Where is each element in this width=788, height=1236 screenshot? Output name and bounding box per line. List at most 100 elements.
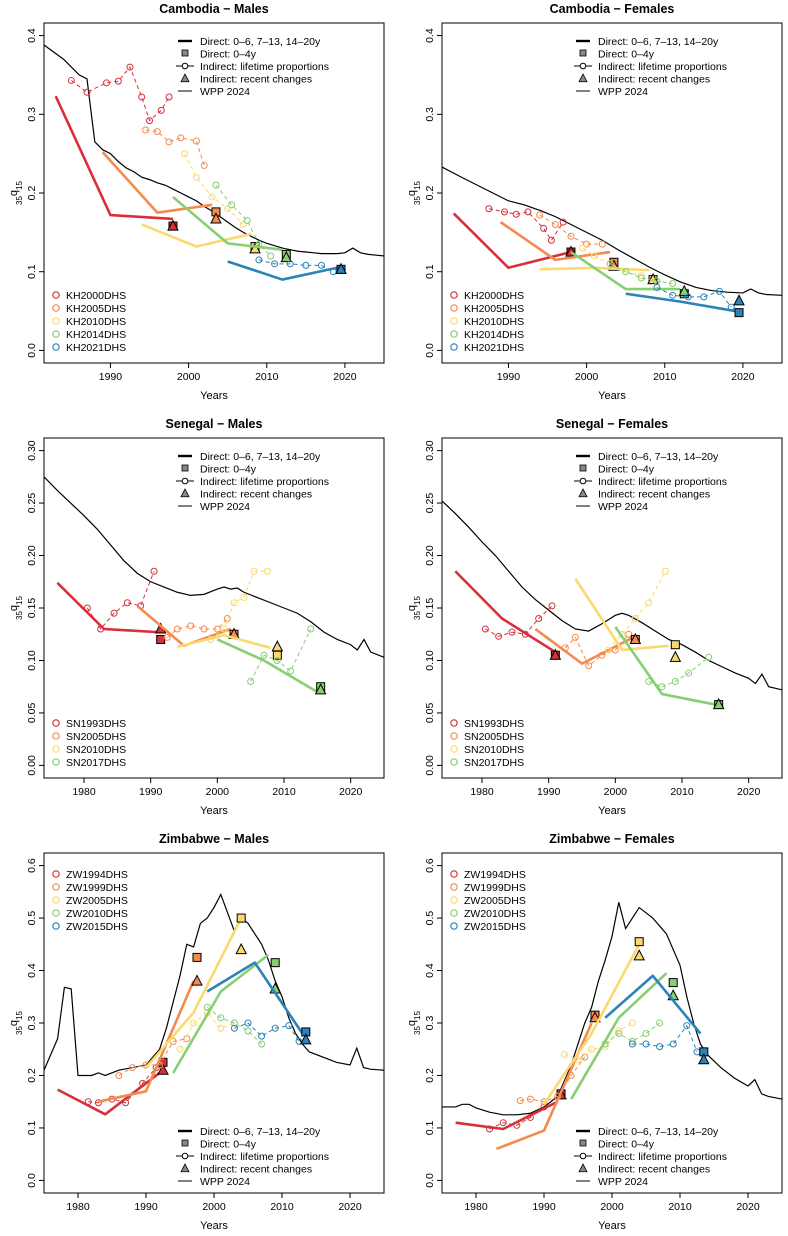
lifetime-point bbox=[585, 662, 593, 670]
lifetime-line bbox=[608, 571, 666, 651]
series-SN2017DHS bbox=[614, 626, 725, 710]
method-legend-label: Indirect: recent changes bbox=[598, 1164, 710, 1176]
plot-frame bbox=[441, 437, 783, 779]
lifetime-point bbox=[551, 220, 559, 228]
x-tick-label: 2010 bbox=[653, 371, 677, 383]
survey-legend-key bbox=[450, 896, 458, 904]
lifetime-point bbox=[190, 1019, 198, 1027]
y-axis-label: 35q15 bbox=[8, 1010, 24, 1034]
survey-legend-key bbox=[52, 758, 60, 766]
panel-title: Senegal − Males bbox=[166, 417, 263, 431]
plot-frame bbox=[441, 852, 783, 1194]
lifetime-point bbox=[495, 632, 503, 640]
lifetime-line bbox=[564, 633, 630, 667]
y-tick-label: 0.3 bbox=[26, 1016, 38, 1031]
survey-legend-label: KH2000DHS bbox=[66, 290, 126, 302]
recent-triangle bbox=[633, 949, 646, 961]
recent-triangle bbox=[712, 697, 725, 710]
lifetime-point bbox=[142, 126, 150, 134]
legend-key-square bbox=[181, 49, 189, 57]
panel-title: Cambodia − Females bbox=[550, 2, 675, 16]
method-legend-label: Indirect: lifetime proportions bbox=[598, 61, 727, 73]
lifetime-point bbox=[217, 1024, 225, 1032]
lifetime-point bbox=[267, 252, 275, 260]
survey-legend-label: KH2000DHS bbox=[464, 290, 524, 302]
lifetime-point bbox=[176, 1045, 184, 1053]
lifetime-line bbox=[86, 571, 155, 630]
y-tick-label: 0.2 bbox=[26, 186, 38, 201]
recent-triangle bbox=[697, 1053, 710, 1065]
lifetime-point bbox=[536, 211, 544, 219]
x-tick-label: 2000 bbox=[604, 786, 628, 798]
lifetime-point bbox=[700, 293, 708, 301]
method-legend-label: WPP 2024 bbox=[200, 1176, 250, 1188]
lifetime-point bbox=[83, 88, 91, 96]
y-tick-label: 0.20 bbox=[26, 545, 38, 566]
series-ZW2010DHS bbox=[172, 953, 282, 1074]
survey-legend-key bbox=[52, 745, 60, 753]
y-tick-label: 0.1 bbox=[26, 1120, 38, 1135]
lifetime-point bbox=[671, 677, 679, 685]
lifetime-point bbox=[628, 1040, 636, 1048]
panel-3: Senegal − Males 1980 1990 2000 2010 2020 0.00 0… bbox=[8, 417, 385, 817]
series-ZW2010DHS bbox=[570, 972, 680, 1100]
y-tick-label: 0.0 bbox=[424, 1173, 436, 1188]
y-tick-label: 0.1 bbox=[424, 264, 436, 279]
survey-legend-label: ZW2005DHS bbox=[464, 895, 526, 907]
y-tick-label: 0.2 bbox=[424, 1068, 436, 1083]
survey-legend-key bbox=[52, 291, 60, 299]
y-tick-label: 0.0 bbox=[26, 1173, 38, 1188]
legend-key-circle bbox=[579, 477, 587, 485]
y-tick-label: 0.1 bbox=[424, 1120, 436, 1135]
method-legend-label: Direct: 0–4y bbox=[598, 49, 655, 61]
x-tick-label: 2020 bbox=[737, 786, 761, 798]
lifetime-point bbox=[653, 283, 661, 291]
direct-line bbox=[141, 223, 252, 248]
lifetime-point bbox=[220, 625, 228, 633]
lifetime-line bbox=[210, 570, 268, 640]
direct04-square bbox=[670, 640, 680, 650]
lifetime-point bbox=[208, 193, 216, 201]
lifetime-point bbox=[213, 625, 221, 633]
survey-legend-label: SN2010DHS bbox=[464, 744, 524, 756]
survey-legend-key bbox=[52, 896, 60, 904]
lifetime-point bbox=[244, 1027, 252, 1035]
lifetime-line bbox=[167, 618, 228, 638]
y-tick-label: 0.0 bbox=[26, 343, 38, 358]
recent-triangle bbox=[314, 683, 327, 695]
y-tick-label: 0.4 bbox=[424, 28, 436, 43]
lifetime-line bbox=[632, 1024, 698, 1053]
recent-triangle bbox=[549, 648, 562, 660]
plot-frame bbox=[43, 437, 385, 779]
y-tick-label: 0.20 bbox=[424, 545, 436, 566]
lifetime-point bbox=[642, 1029, 650, 1037]
lifetime-point bbox=[258, 1040, 266, 1048]
survey-legend-label: ZW2005DHS bbox=[66, 895, 128, 907]
legend-key-square bbox=[579, 464, 587, 472]
direct-line bbox=[614, 626, 716, 706]
lifetime-point bbox=[645, 599, 653, 607]
series-KH2010DHS bbox=[539, 244, 659, 285]
survey-legend-key bbox=[450, 291, 458, 299]
y-tick-label: 0.1 bbox=[26, 264, 38, 279]
recent-triangle bbox=[191, 974, 203, 986]
lifetime-point bbox=[705, 653, 713, 661]
lifetime-point bbox=[588, 1045, 596, 1053]
survey-legend-key bbox=[450, 758, 458, 766]
lifetime-point bbox=[567, 232, 575, 240]
survey-legend-label: ZW1994DHS bbox=[66, 869, 128, 881]
direct-line bbox=[57, 1071, 161, 1116]
method-legend-label: Indirect: lifetime proportions bbox=[200, 61, 329, 73]
series-KH2005DHS bbox=[101, 126, 222, 224]
lifetime-point bbox=[512, 210, 520, 218]
lifetime-point bbox=[230, 1019, 238, 1027]
lifetime-point bbox=[228, 201, 236, 209]
lifetime-point bbox=[605, 646, 613, 654]
method-legend-label: Direct: 0–4y bbox=[200, 49, 257, 61]
lifetime-line bbox=[88, 1067, 157, 1104]
lifetime-point bbox=[669, 280, 677, 288]
x-tick-label: 1990 bbox=[99, 371, 123, 383]
y-tick-label: 0.3 bbox=[424, 1016, 436, 1031]
legend-key-circle bbox=[579, 1152, 587, 1160]
